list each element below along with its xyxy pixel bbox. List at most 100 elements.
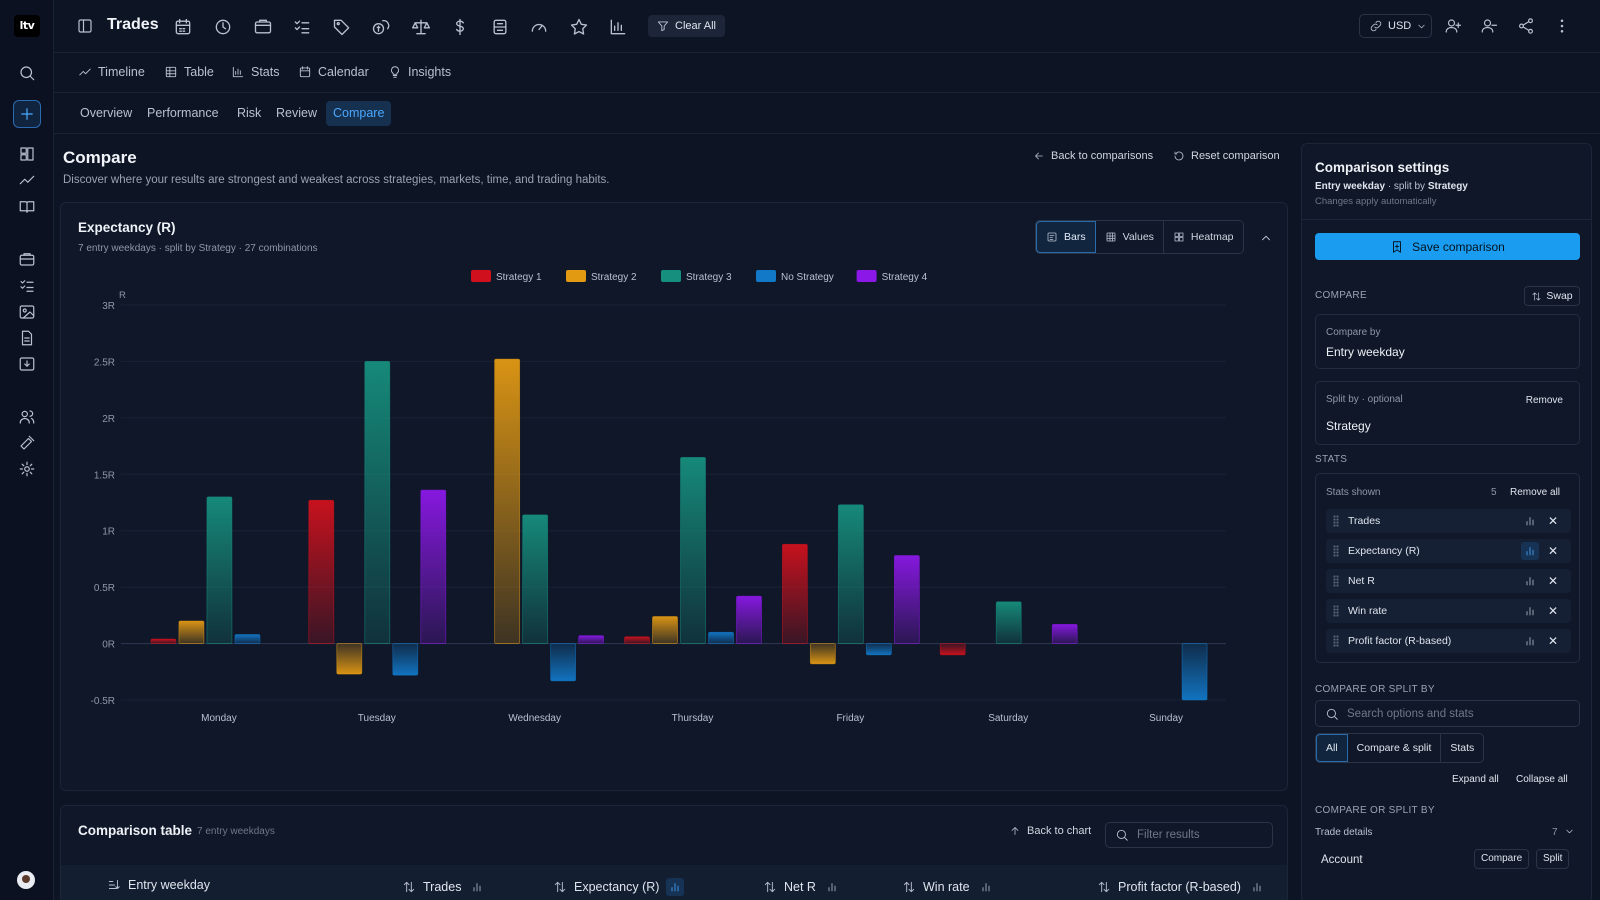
chart-toggle-icon[interactable] — [1521, 572, 1539, 590]
currency-select[interactable]: USD — [1359, 14, 1432, 38]
drag-handle-icon[interactable] — [1333, 635, 1339, 647]
tag-icon[interactable] — [332, 17, 352, 37]
col-trades[interactable]: Trades — [402, 878, 486, 896]
save-comparison-button[interactable]: Save comparison — [1315, 233, 1580, 260]
search-options-input[interactable]: Search options and stats — [1315, 700, 1580, 727]
stat-row[interactable]: Expectancy (R) ✕ — [1326, 539, 1571, 563]
tab-compare[interactable]: Compare — [326, 101, 392, 126]
calendar-filter-icon[interactable] — [173, 17, 193, 37]
gear-icon[interactable] — [16, 458, 38, 480]
col-expectancy[interactable]: Expectancy (R) — [553, 878, 685, 896]
dollar-icon[interactable] — [450, 17, 470, 37]
remove-all-button[interactable]: Remove all — [1510, 487, 1561, 498]
chart-toggle-icon[interactable] — [666, 878, 685, 896]
app-logo[interactable]: ltv — [14, 15, 40, 37]
nav-table[interactable]: Table — [164, 65, 214, 79]
chevron-down-icon[interactable] — [1564, 826, 1575, 837]
nav-stats[interactable]: Stats — [231, 65, 280, 79]
stat-row[interactable]: Net R ✕ — [1326, 569, 1571, 593]
remove-stat-icon[interactable]: ✕ — [1548, 574, 1559, 588]
tab-performance[interactable]: Performance — [147, 106, 219, 120]
checklist-icon[interactable] — [16, 275, 38, 297]
y-tick-label: 3R — [102, 301, 115, 312]
clear-all-button[interactable]: Clear All — [648, 15, 725, 37]
clock-icon[interactable] — [213, 17, 233, 37]
stat-row[interactable]: Win rate ✕ — [1326, 599, 1571, 623]
view-values-button[interactable]: Values — [1096, 221, 1164, 253]
tab-risk[interactable]: Risk — [237, 106, 262, 120]
chart-toggle-icon[interactable] — [1521, 632, 1539, 650]
col-net-r[interactable]: Net R — [763, 878, 841, 896]
book-icon[interactable] — [16, 196, 38, 218]
expand-all-button[interactable]: Expand all — [1452, 774, 1499, 785]
briefcase-icon[interactable] — [16, 248, 38, 270]
dashboard-icon[interactable] — [16, 143, 38, 165]
view-bars-button[interactable]: Bars — [1036, 221, 1096, 253]
account-split-button[interactable]: Split — [1536, 849, 1570, 869]
tools-icon[interactable] — [16, 432, 38, 454]
chart-toggle-icon[interactable] — [468, 878, 486, 896]
nav-calendar[interactable]: Calendar — [298, 65, 369, 79]
document-icon[interactable] — [16, 327, 38, 349]
remove-stat-icon[interactable]: ✕ — [1548, 604, 1559, 618]
tab-overview[interactable]: Overview — [80, 106, 133, 120]
account-compare-button[interactable]: Compare — [1474, 849, 1530, 869]
col-profit-factor[interactable]: Profit factor (R-based) — [1097, 878, 1266, 896]
chart-toggle-icon[interactable] — [1248, 878, 1266, 896]
chart-toggle-icon[interactable] — [1521, 512, 1539, 530]
col-win-rate[interactable]: Win rate — [902, 878, 995, 896]
remove-stat-icon[interactable]: ✕ — [1548, 514, 1559, 528]
drag-handle-icon[interactable] — [1333, 515, 1339, 527]
tab-review[interactable]: Review — [276, 106, 317, 120]
swap-button[interactable]: Swap — [1524, 286, 1580, 306]
share-icon[interactable] — [1516, 16, 1536, 36]
scale-icon[interactable] — [411, 17, 431, 37]
remove-user-icon[interactable] — [1479, 16, 1499, 36]
avatar[interactable] — [17, 871, 35, 889]
col-entry-weekday[interactable]: Entry weekday — [107, 878, 210, 892]
trend-icon[interactable] — [16, 169, 38, 191]
add-user-icon[interactable] — [1443, 16, 1463, 36]
trade-details-group[interactable]: Trade details — [1315, 827, 1373, 838]
remove-stat-icon[interactable]: ✕ — [1548, 544, 1559, 558]
chart-toggle-icon[interactable] — [1521, 542, 1539, 560]
checklist-filter-icon[interactable] — [292, 17, 312, 37]
image-icon[interactable] — [16, 301, 38, 323]
filter-tab-stats[interactable]: Stats — [1450, 742, 1475, 754]
more-vertical-icon[interactable] — [1552, 16, 1572, 36]
drag-handle-icon[interactable] — [1333, 605, 1339, 617]
bar-chart-icon[interactable] — [608, 17, 628, 37]
reset-comparison-button[interactable]: Reset comparison — [1173, 150, 1280, 162]
wallet-icon[interactable] — [253, 17, 273, 37]
compare-by-field[interactable]: Compare by Entry weekday — [1315, 314, 1580, 369]
split-by-field[interactable]: Split by · optional Remove Strategy — [1315, 381, 1580, 445]
search-icon[interactable] — [16, 62, 38, 84]
add-button[interactable] — [13, 100, 41, 128]
remove-stat-icon[interactable]: ✕ — [1548, 634, 1559, 648]
chart-toggle-icon[interactable] — [977, 878, 995, 896]
drag-handle-icon[interactable] — [1333, 575, 1339, 587]
chart-toggle-icon[interactable] — [823, 878, 841, 896]
users-icon[interactable] — [16, 406, 38, 428]
remove-split-button[interactable]: Remove — [1525, 395, 1563, 406]
chart-toggle-icon[interactable] — [1521, 602, 1539, 620]
coins-icon[interactable] — [371, 17, 391, 37]
star-icon[interactable] — [569, 17, 589, 37]
collapse-all-button[interactable]: Collapse all — [1516, 774, 1568, 785]
drag-handle-icon[interactable] — [1333, 545, 1339, 557]
filter-results-input[interactable]: Filter results — [1105, 822, 1273, 848]
sidebar-toggle-icon[interactable] — [76, 17, 94, 35]
filter-tab-all[interactable]: All — [1316, 734, 1348, 762]
import-icon[interactable] — [16, 353, 38, 375]
nav-timeline[interactable]: Timeline — [78, 65, 145, 79]
gauge-icon[interactable] — [529, 17, 549, 37]
stat-row[interactable]: Profit factor (R-based) ✕ — [1326, 629, 1571, 653]
view-heatmap-button[interactable]: Heatmap — [1164, 221, 1243, 253]
nav-insights[interactable]: Insights — [388, 65, 451, 79]
split-icon[interactable] — [490, 17, 510, 37]
back-to-comparisons-link[interactable]: Back to comparisons — [1033, 150, 1153, 162]
chevron-up-icon[interactable] — [1259, 231, 1273, 245]
filter-tab-compare-split[interactable]: Compare & split — [1348, 734, 1442, 762]
back-to-chart-link[interactable]: Back to chart — [1009, 825, 1091, 837]
stat-row[interactable]: Trades ✕ — [1326, 509, 1571, 533]
